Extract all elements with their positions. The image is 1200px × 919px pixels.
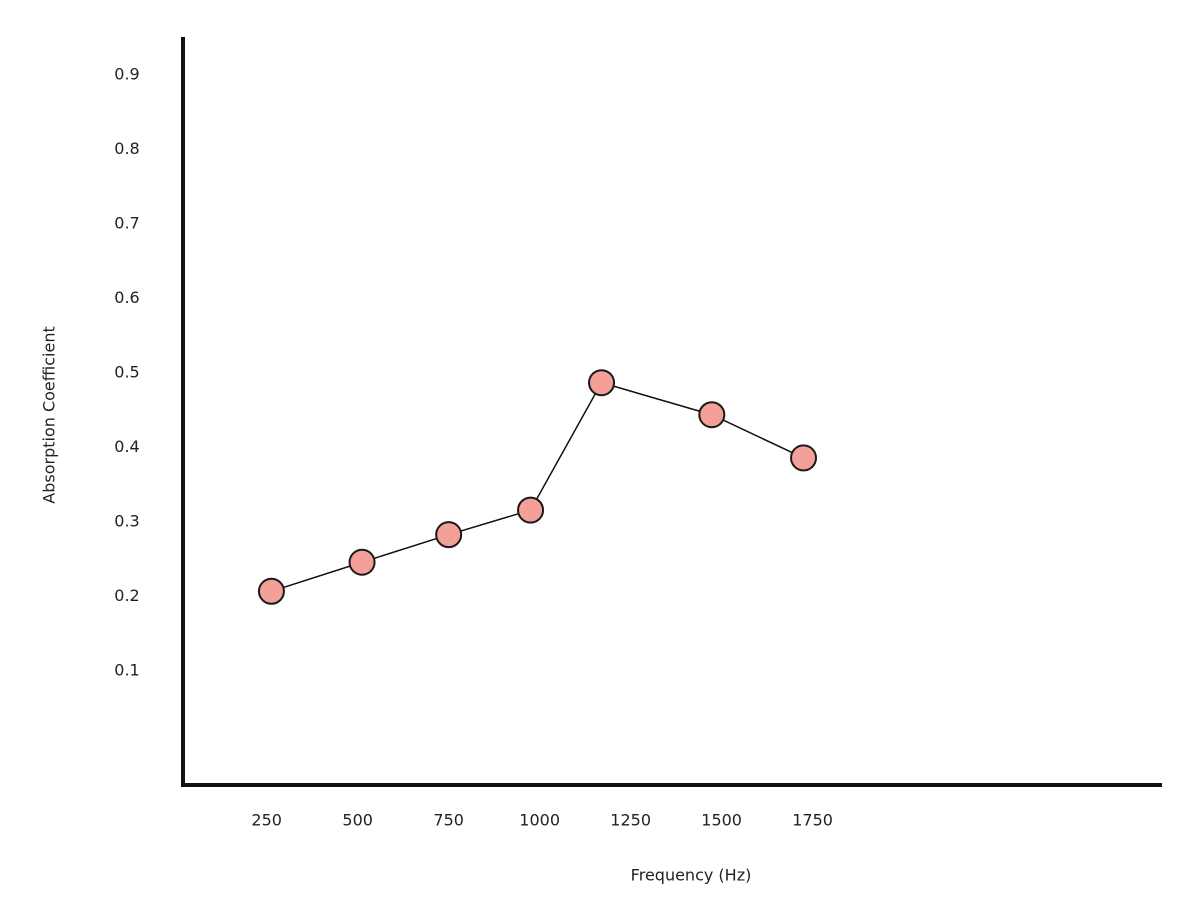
x-axis-title: Frequency (Hz) bbox=[631, 866, 752, 885]
point bbox=[435, 521, 463, 549]
point bbox=[257, 577, 285, 605]
x-tick-label: 1000 bbox=[519, 811, 560, 830]
x-tick-label: 500 bbox=[342, 811, 373, 830]
x-tick-label: 1250 bbox=[610, 811, 651, 830]
point bbox=[588, 369, 616, 397]
y-tick-label: 0.8 bbox=[114, 139, 139, 158]
y-tick-label: 0.1 bbox=[114, 661, 139, 680]
y-tick-label: 0.6 bbox=[114, 288, 139, 307]
y-tick-label: 0.7 bbox=[114, 214, 139, 233]
x-tick-label: 1500 bbox=[701, 811, 742, 830]
x-tick-label: 1750 bbox=[792, 811, 833, 830]
point bbox=[790, 444, 818, 472]
point bbox=[517, 496, 545, 524]
y-tick-label: 0.4 bbox=[114, 437, 139, 456]
x-tick-label: 250 bbox=[251, 811, 282, 830]
y-axis-title: Absorption Coefficient bbox=[40, 326, 59, 503]
point bbox=[698, 401, 726, 429]
y-tick-label: 0.2 bbox=[114, 586, 139, 605]
y-tick-label: 0.3 bbox=[114, 512, 139, 531]
x-tick-label: 750 bbox=[433, 811, 464, 830]
y-tick-label: 0.9 bbox=[114, 64, 139, 83]
y-tick-label: 0.5 bbox=[114, 363, 139, 382]
point bbox=[348, 548, 376, 576]
